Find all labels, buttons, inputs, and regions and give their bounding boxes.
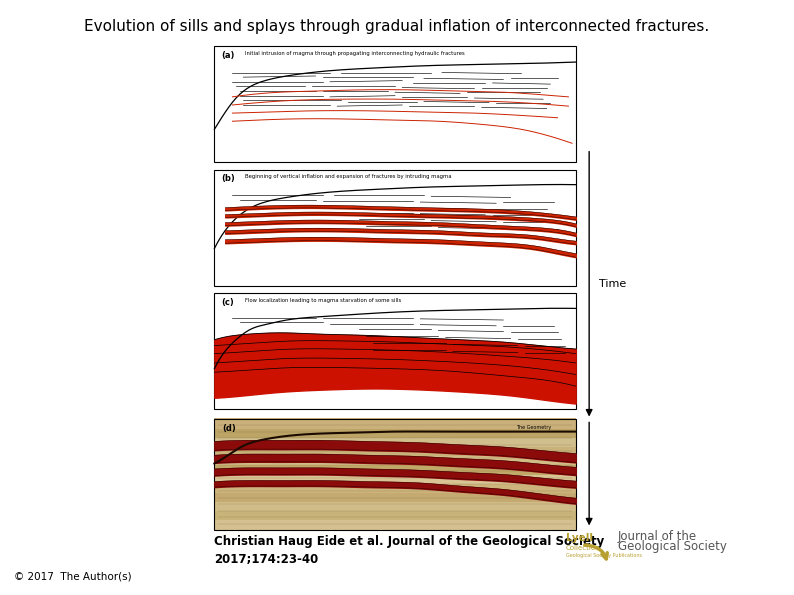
Bar <box>214 427 576 438</box>
Bar <box>214 455 576 465</box>
Text: Geological Society Publications: Geological Society Publications <box>566 553 642 558</box>
Text: Lyell: Lyell <box>566 533 593 543</box>
Bar <box>214 46 576 162</box>
Text: Geological Society: Geological Society <box>618 540 727 553</box>
Bar <box>214 510 576 521</box>
Text: Journal of the: Journal of the <box>618 530 697 543</box>
Text: © 2017  The Author(s): © 2017 The Author(s) <box>14 572 132 582</box>
Bar <box>214 491 576 502</box>
Text: Beginning of vertical inflation and expansion of fractures by intruding magma: Beginning of vertical inflation and expa… <box>245 174 451 179</box>
Bar <box>214 170 576 286</box>
Bar <box>214 436 576 447</box>
Text: Christian Haug Eide et al. Journal of the Geological Society
2017;174:23-40: Christian Haug Eide et al. Journal of th… <box>214 536 604 565</box>
Bar <box>214 519 576 530</box>
Bar <box>214 500 576 511</box>
Text: (b): (b) <box>222 174 235 183</box>
Text: (c): (c) <box>222 298 234 307</box>
Text: Evolution of sills and splays through gradual inflation of interconnected fractu: Evolution of sills and splays through gr… <box>84 19 710 34</box>
Bar <box>214 446 576 456</box>
Text: (a): (a) <box>222 51 235 60</box>
Text: Time: Time <box>599 279 626 289</box>
Bar <box>214 473 576 484</box>
Bar <box>214 419 576 530</box>
Bar <box>214 464 576 475</box>
Text: The Geometry: The Geometry <box>516 425 551 430</box>
Bar <box>214 293 576 409</box>
Text: Initial intrusion of magma through propagating interconnecting hydraulic fractur: Initial intrusion of magma through propa… <box>245 51 464 55</box>
Text: Collection: Collection <box>566 545 601 551</box>
Text: (d): (d) <box>222 424 236 433</box>
Text: Flow localization leading to magma starvation of some sills: Flow localization leading to magma starv… <box>245 298 401 303</box>
Bar <box>214 418 576 428</box>
Bar <box>214 482 576 493</box>
